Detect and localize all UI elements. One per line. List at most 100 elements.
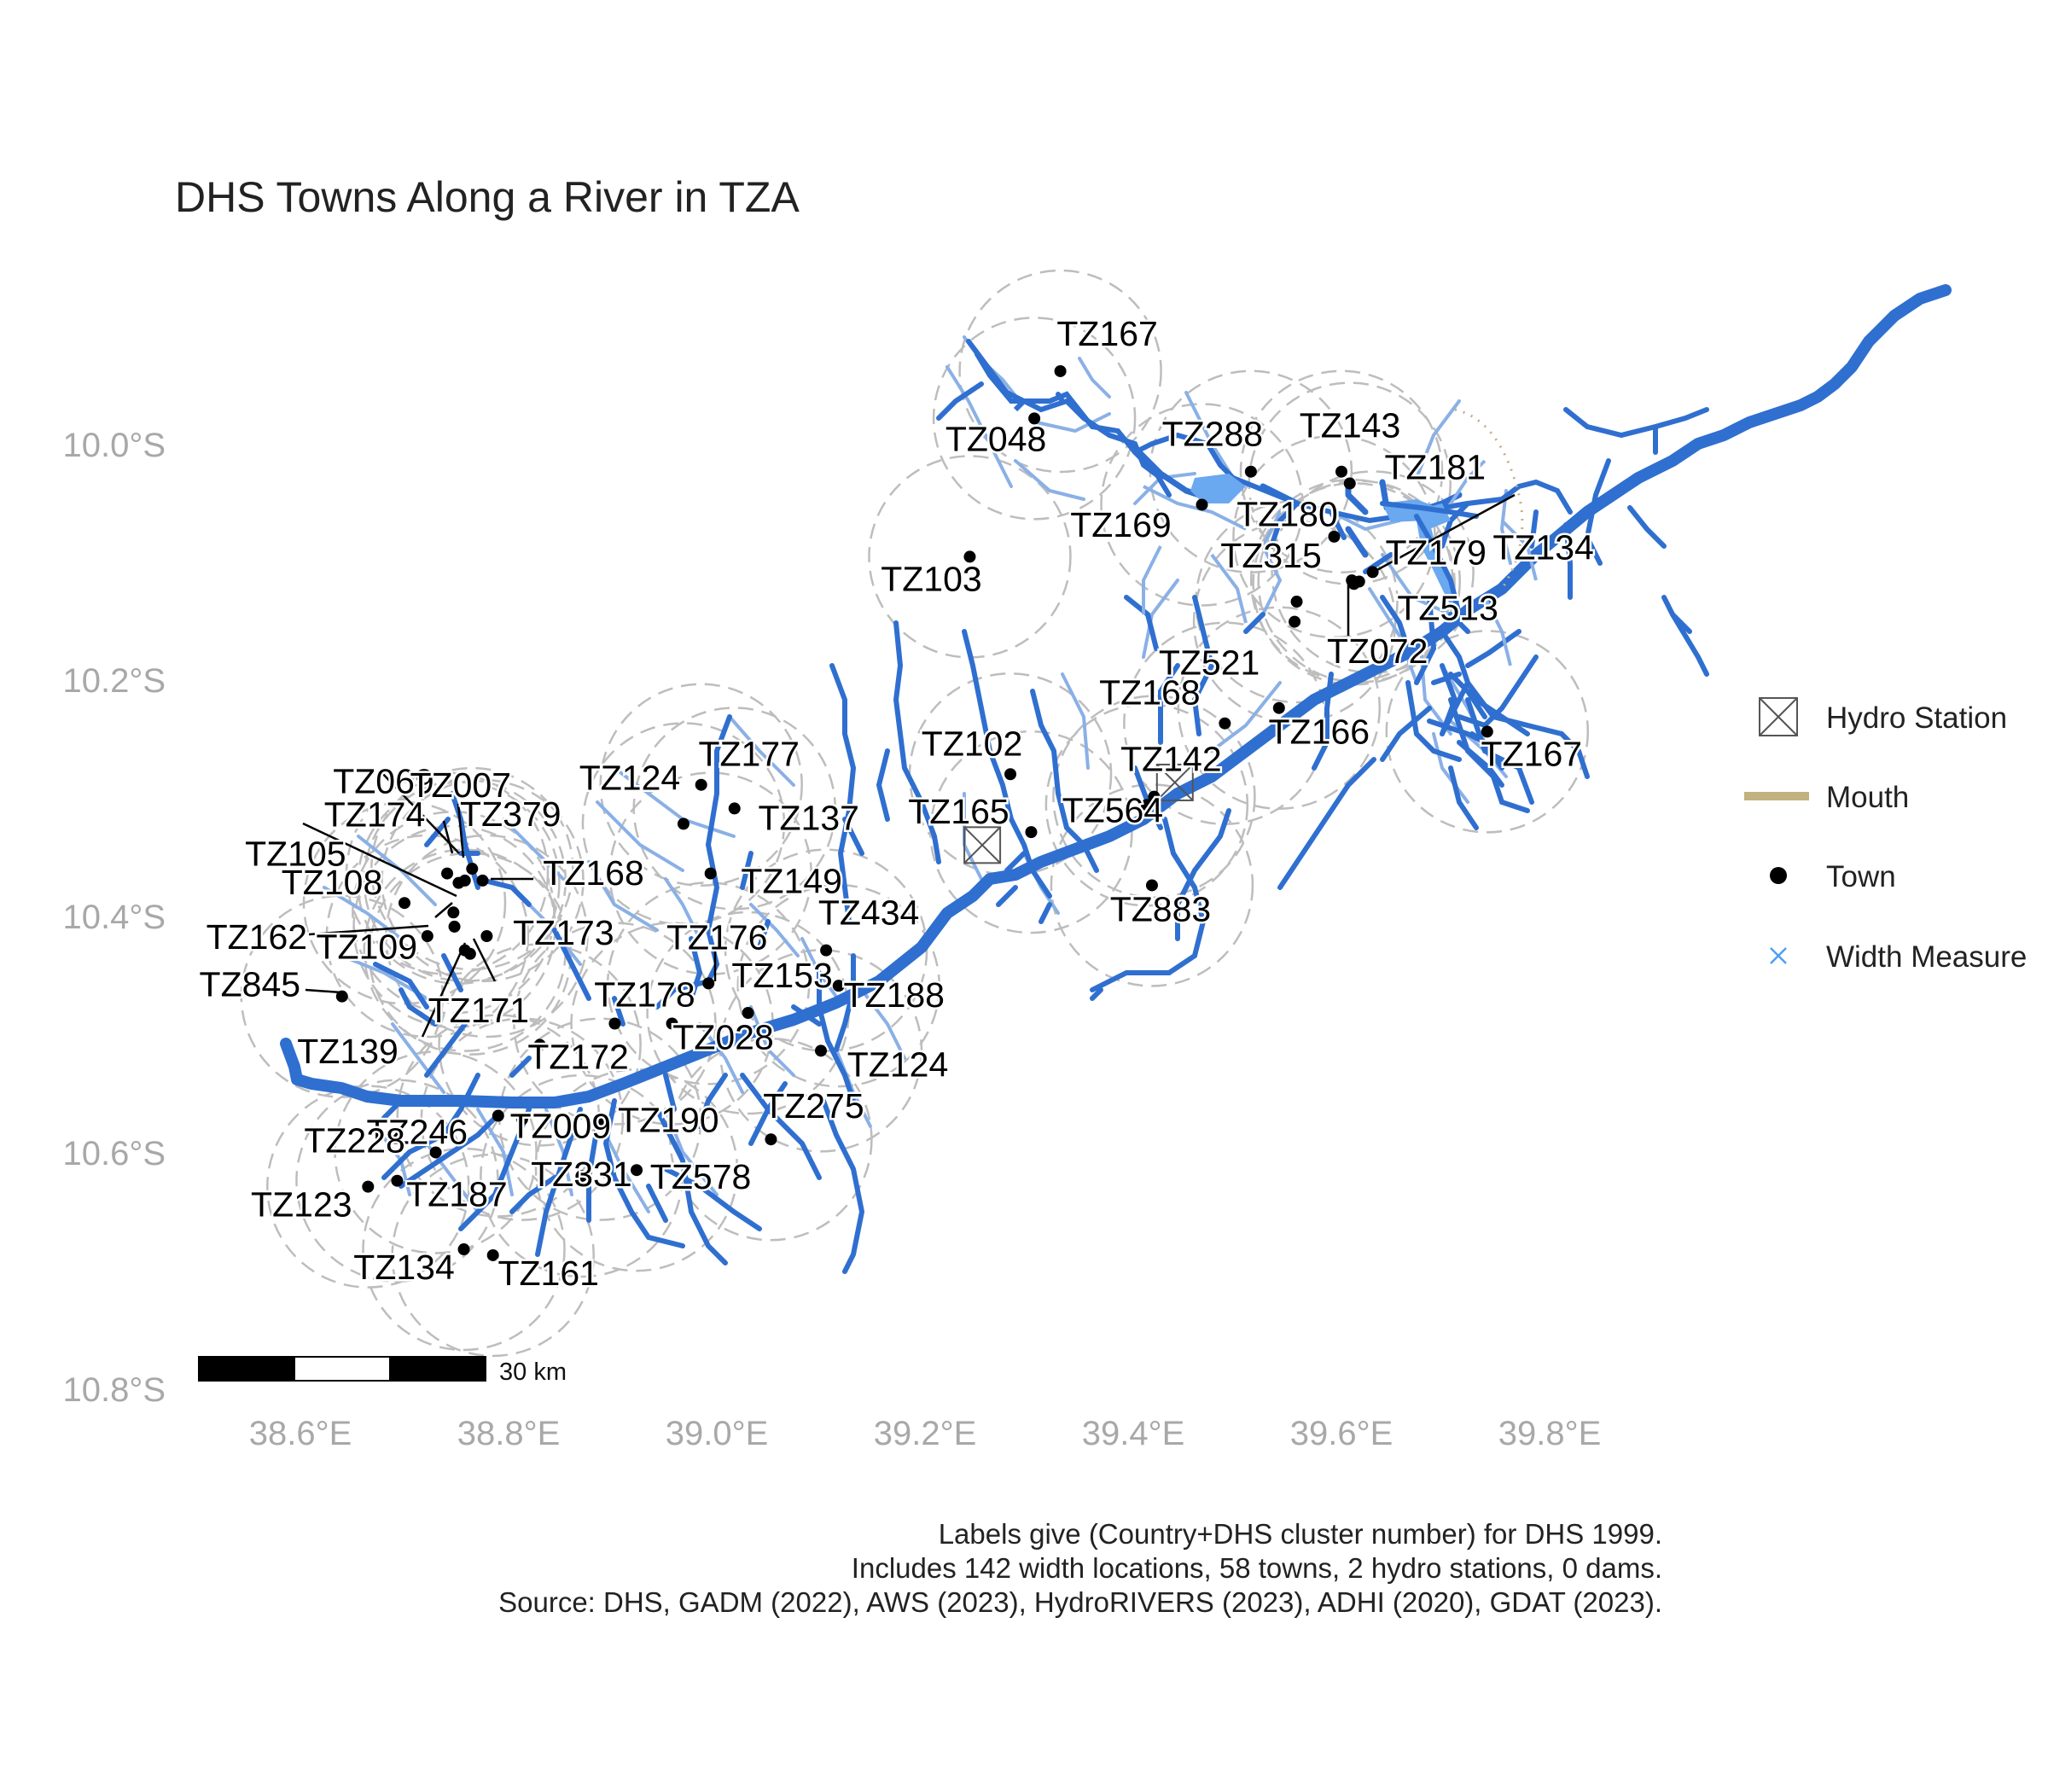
town-point[interactable] xyxy=(1244,465,1257,478)
town-point[interactable] xyxy=(1335,465,1347,478)
town-point[interactable] xyxy=(695,778,707,791)
town-label: TZ179 xyxy=(1385,533,1487,573)
x-tick-label: 39.2°E xyxy=(873,1415,977,1452)
town-point[interactable] xyxy=(1140,799,1153,812)
town-label: TZ153 xyxy=(731,956,833,995)
town-point[interactable] xyxy=(765,1133,777,1146)
x-tick-label: 39.8°E xyxy=(1498,1415,1602,1452)
town-point[interactable] xyxy=(1148,790,1161,803)
town-label: TZ188 xyxy=(843,975,945,1015)
map-title: DHS Towns Along a River in TZA xyxy=(175,173,800,221)
town-point[interactable] xyxy=(441,867,454,880)
town-point[interactable] xyxy=(815,1044,827,1057)
town-point[interactable] xyxy=(1219,717,1231,730)
town-point[interactable] xyxy=(608,1017,621,1030)
town-point[interactable] xyxy=(476,874,489,887)
map-caption: Labels give (Country+DHS cluster number)… xyxy=(498,1517,1662,1620)
town-label: TZ168 xyxy=(543,853,644,893)
town-buffer-circle xyxy=(420,1017,625,1221)
town-point[interactable] xyxy=(1196,498,1208,511)
town-buffer-circle xyxy=(1385,630,1590,834)
town-point[interactable] xyxy=(1025,826,1038,839)
caption-line: Labels give (Country+DHS cluster number)… xyxy=(938,1518,1662,1550)
town-label: TZ108 xyxy=(282,863,383,902)
town-label: TZ103 xyxy=(881,559,982,598)
town-label: TZ173 xyxy=(513,913,614,952)
hydro-station-marker[interactable] xyxy=(1155,763,1194,801)
town-point[interactable] xyxy=(575,1170,588,1183)
town-label: TZ176 xyxy=(666,917,768,957)
northern-light-streams xyxy=(1142,485,1248,624)
town-point[interactable] xyxy=(1028,412,1041,425)
town-point[interactable] xyxy=(335,990,348,1003)
town-point[interactable] xyxy=(820,944,833,957)
town-point[interactable] xyxy=(448,920,461,933)
legend-item-mouth: Mouth xyxy=(1741,771,2048,822)
town-label: TZ578 xyxy=(650,1157,752,1196)
town-buffer-circle xyxy=(958,269,1162,474)
legend-label: Town xyxy=(1826,860,1896,893)
town-buffer-circle xyxy=(534,1068,739,1272)
town-label: TZ434 xyxy=(818,893,920,933)
town-point[interactable] xyxy=(515,1113,528,1126)
town-point[interactable] xyxy=(1328,530,1341,543)
town-label: TZ379 xyxy=(460,794,561,834)
town-buffer-circle xyxy=(334,1050,538,1254)
town-buffer-circle xyxy=(599,683,803,887)
town-point[interactable] xyxy=(1004,768,1017,781)
town-label: TZ069 xyxy=(333,762,434,801)
town-point[interactable] xyxy=(486,1248,499,1261)
town-buffer-circle xyxy=(352,824,556,1029)
town-point[interactable] xyxy=(594,1113,607,1126)
town-point[interactable] xyxy=(1366,566,1379,579)
town-label: TZ174 xyxy=(324,795,426,835)
town-point[interactable] xyxy=(704,867,717,880)
town-point[interactable] xyxy=(1054,364,1067,377)
town-point[interactable] xyxy=(429,1146,442,1159)
town-label: TZ315 xyxy=(1220,536,1322,575)
town-label: TZ169 xyxy=(1070,505,1172,544)
town-point[interactable] xyxy=(533,1039,546,1051)
town-label: TZ109 xyxy=(317,928,418,967)
town-point[interactable] xyxy=(1290,596,1303,608)
town-buffer-circle xyxy=(513,922,717,1126)
y-tick-label: 10.6°S xyxy=(62,1135,166,1172)
label-leader-lines xyxy=(302,493,1516,1038)
town-point[interactable] xyxy=(466,863,479,876)
town-point[interactable] xyxy=(832,980,845,992)
town-point[interactable] xyxy=(1289,615,1301,628)
town-point[interactable] xyxy=(677,817,689,830)
town-point[interactable] xyxy=(421,930,433,943)
town-label: TZ180 xyxy=(1236,494,1338,533)
town-point[interactable] xyxy=(399,897,410,910)
town-point[interactable] xyxy=(492,1109,504,1122)
town-point[interactable] xyxy=(391,1174,404,1187)
town-point[interactable] xyxy=(1346,574,1359,587)
town-point[interactable] xyxy=(1343,477,1356,490)
town-point[interactable] xyxy=(1481,725,1493,738)
legend-item-hydro-station: Hydro Station xyxy=(1741,691,2048,742)
town-point[interactable] xyxy=(963,550,976,563)
town-label: TZ845 xyxy=(200,965,301,1004)
town-buffer-circle xyxy=(370,766,574,971)
town-point[interactable] xyxy=(457,1243,470,1256)
town-point[interactable] xyxy=(742,1007,754,1020)
town-label: TZ139 xyxy=(297,1032,399,1071)
town-point[interactable] xyxy=(1272,701,1285,714)
town-point[interactable] xyxy=(480,930,493,943)
town-label: TZ178 xyxy=(594,975,695,1014)
town-point[interactable] xyxy=(362,1180,375,1193)
town-point[interactable] xyxy=(463,947,476,960)
scale-bar-label: 30 km xyxy=(499,1359,567,1386)
town-label: TZ331 xyxy=(531,1155,632,1194)
town-point[interactable] xyxy=(458,874,471,887)
town-point[interactable] xyxy=(728,802,741,815)
town-point[interactable] xyxy=(631,1164,643,1177)
town-label: TZ228 xyxy=(304,1120,405,1160)
town-point[interactable] xyxy=(1145,879,1158,892)
town-point[interactable] xyxy=(702,977,715,990)
town-point[interactable] xyxy=(447,906,460,919)
legend-label: Width Measure xyxy=(1826,940,2028,974)
hydro-station-marker[interactable] xyxy=(963,826,1002,864)
town-point[interactable] xyxy=(666,1017,678,1030)
